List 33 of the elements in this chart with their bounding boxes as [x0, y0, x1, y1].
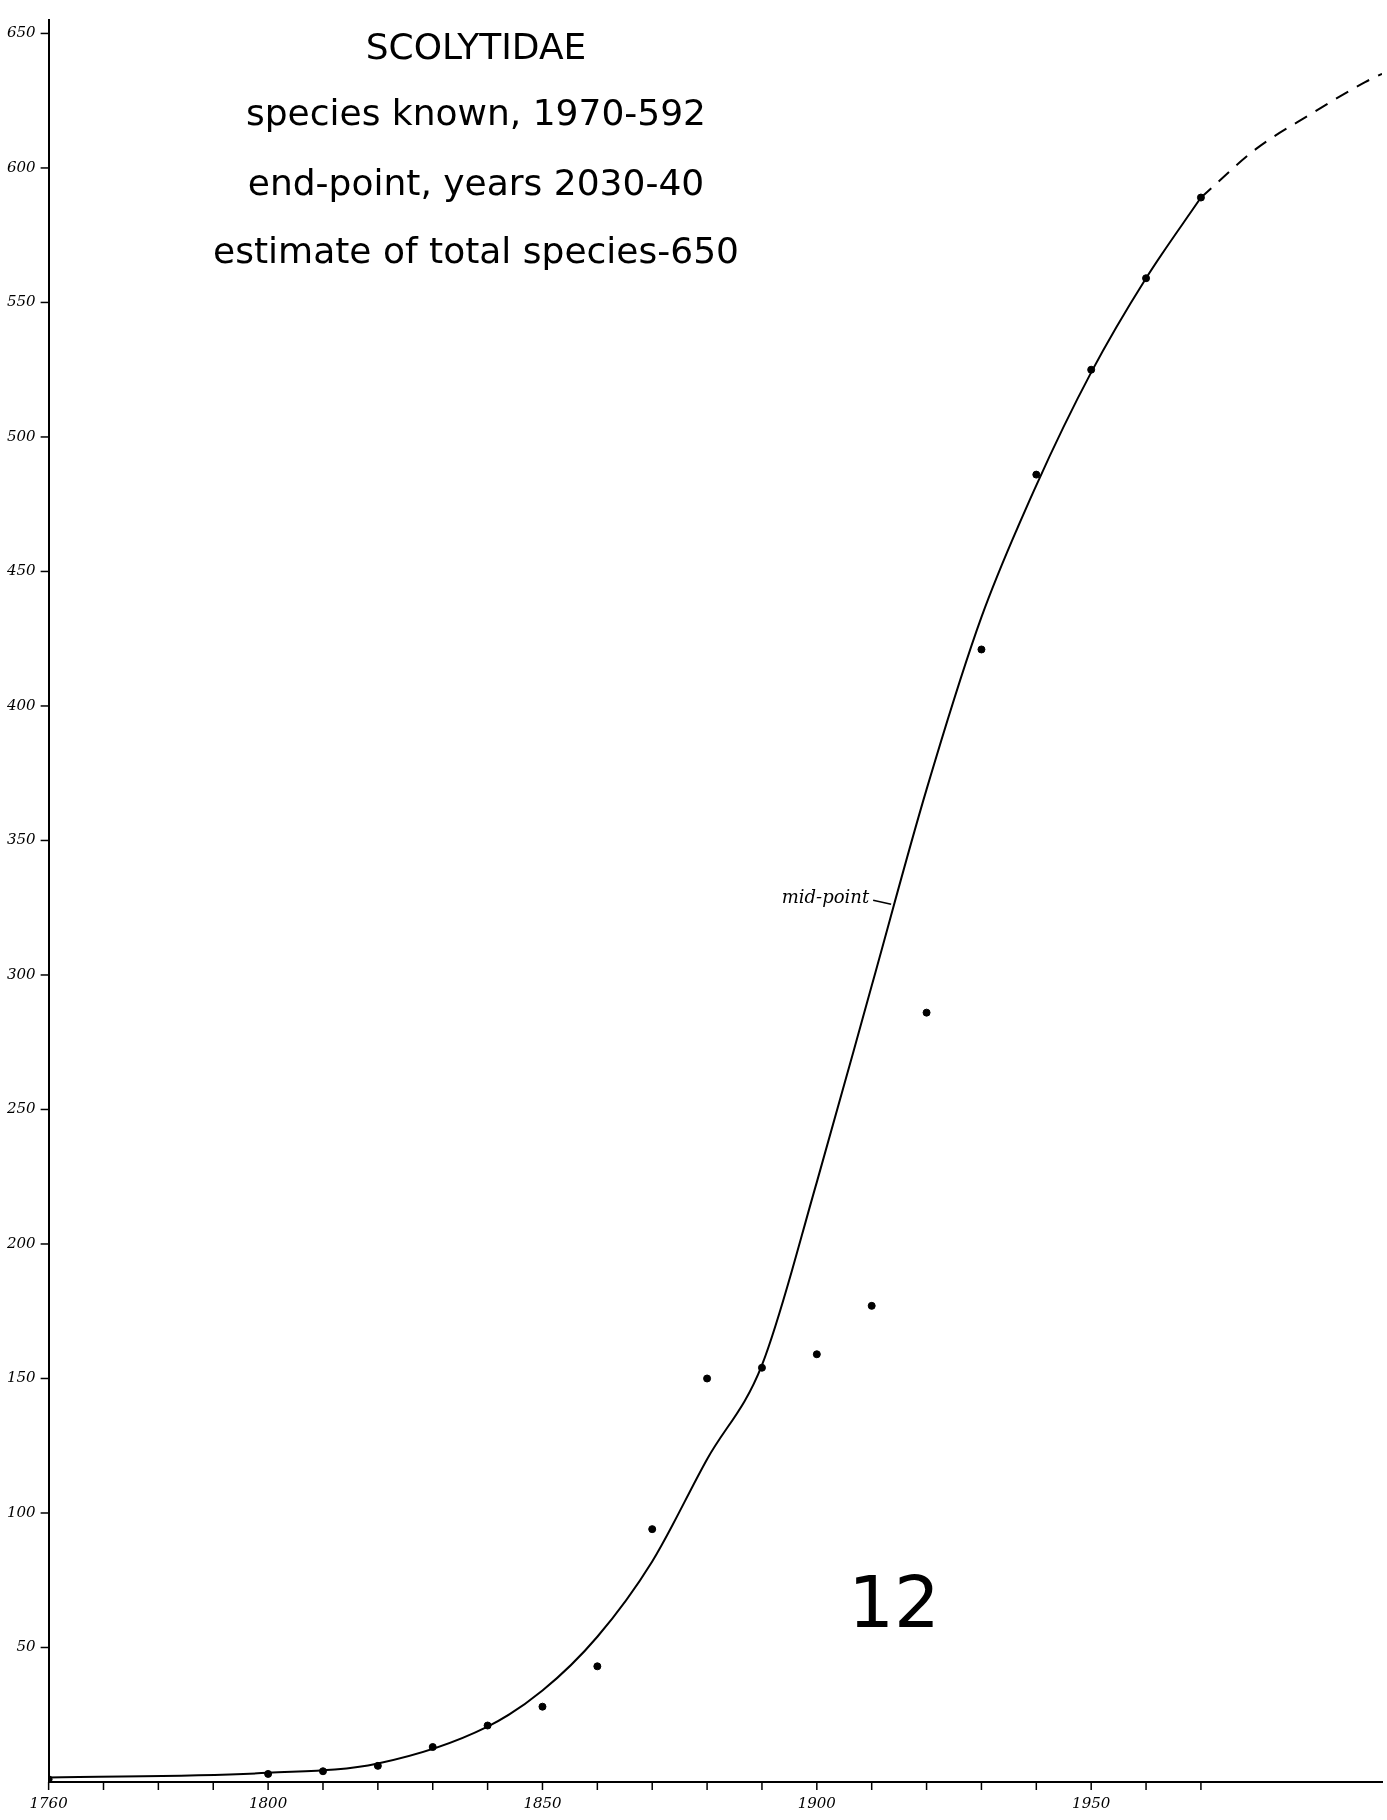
y-tick-label: 100: [6, 1502, 37, 1521]
y-tick-label: 300: [6, 964, 37, 983]
point: [703, 1374, 712, 1383]
y-tick-label: 250: [5, 1099, 37, 1118]
y-tick-label: 400: [5, 695, 37, 714]
x-tick-label: 1900: [797, 1793, 837, 1812]
point: [593, 1662, 602, 1671]
x-tick-label: 1850: [523, 1793, 563, 1812]
y-tick-label: 650: [6, 23, 37, 42]
y-tick-label: 550: [6, 292, 37, 311]
y-tick-label: 500: [6, 426, 37, 445]
y-tick-label: 450: [5, 561, 37, 580]
y-tick-label: 150: [6, 1368, 37, 1387]
annotation: species known, 1970-592: [245, 92, 707, 133]
point: [812, 1350, 821, 1359]
point: [922, 1008, 931, 1017]
point: [1032, 470, 1041, 479]
point: [977, 645, 986, 654]
annotation: estimate of total species-650: [213, 230, 739, 271]
annotation: end-point, years 2030-40: [247, 162, 705, 203]
x-tick-label: 1760: [29, 1793, 69, 1812]
annotation: mid-point: [781, 886, 870, 908]
y-tick-label: 50: [16, 1637, 37, 1656]
y-tick-label: 200: [5, 1233, 37, 1252]
point: [867, 1301, 876, 1310]
x-tick-label: 1800: [249, 1793, 288, 1812]
chart-title: SCOLYTIDAE: [365, 26, 587, 67]
y-tick-label: 350: [6, 830, 37, 849]
x-tick-label: 1950: [1072, 1793, 1111, 1812]
annotation: 12: [848, 1560, 940, 1644]
point: [648, 1525, 657, 1534]
point: [538, 1702, 547, 1711]
y-tick-label: 600: [6, 157, 37, 176]
